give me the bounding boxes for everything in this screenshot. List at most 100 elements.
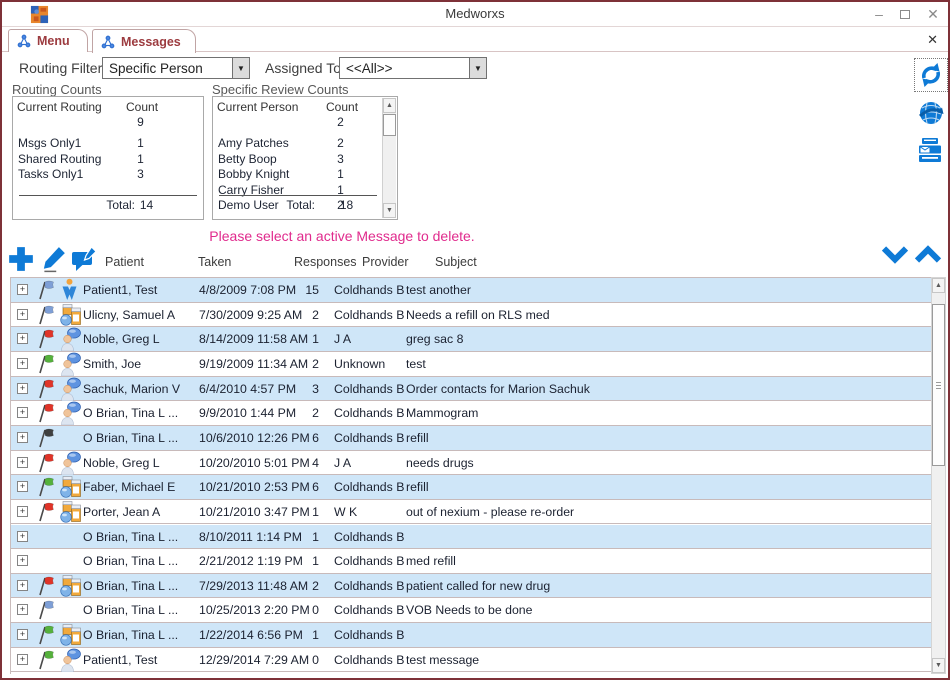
messages-scrollbar[interactable]: ▲ ▼ — [931, 277, 946, 674]
routing-count-name: Msgs Only1 — [18, 136, 82, 150]
message-row[interactable]: + Smith, Joe 9/19/2009 11:34 AM 2 Unknow… — [11, 351, 935, 377]
message-row[interactable]: + O Brian, Tina L ... 9/9/2010 1:44 PM 2… — [11, 401, 935, 426]
flag-green-icon — [35, 476, 57, 498]
expand-row-button[interactable]: + — [17, 505, 28, 517]
review-counts-list[interactable]: Current Person Count 2 Amy Patches 2 Betty … — [212, 96, 398, 220]
taken-cell: 6/4/2010 4:57 PM — [199, 381, 297, 396]
responses-cell: 1 — [312, 504, 319, 519]
scroll-down-icon[interactable]: ▼ — [383, 203, 396, 218]
send-external-button[interactable] — [917, 99, 945, 127]
routing-count-row[interactable]: Tasks Only1 3 — [13, 166, 203, 182]
message-row[interactable]: + Patient1, Test 12/29/2014 7:29 AM 0 Co… — [11, 647, 935, 673]
expand-row-button[interactable]: + — [17, 407, 28, 419]
expand-row-button[interactable]: + — [17, 333, 28, 345]
molecule-icon — [17, 34, 31, 48]
patient-cell: Patient1, Test — [83, 652, 158, 667]
tab-menu[interactable]: Menu — [8, 29, 88, 52]
responses-cell: 0 — [312, 603, 319, 618]
message-row[interactable]: + Noble, Greg L 8/14/2009 11:58 AM 1 J A… — [11, 327, 935, 352]
flag-green-icon — [35, 624, 57, 646]
message-row[interactable]: + O Brian, Tina L ... 10/25/2013 2:20 PM… — [11, 598, 935, 624]
review-count-row[interactable]: Betty Boop 3 — [213, 151, 382, 167]
patient-chat-icon — [59, 327, 83, 352]
refresh-button[interactable] — [914, 58, 948, 92]
scroll-up-icon[interactable]: ▲ — [932, 278, 945, 293]
patient-cell: Noble, Greg L — [83, 332, 160, 347]
message-row[interactable]: + O Brian, Tina L ... 8/10/2011 1:14 PM 1… — [11, 524, 935, 550]
provider-cell: Coldhands B — [334, 381, 405, 396]
maximize-button[interactable] — [892, 3, 918, 25]
expand-row-button[interactable]: + — [17, 382, 28, 394]
expand-row-button[interactable]: + — [17, 357, 28, 369]
scrollbar-thumb[interactable] — [383, 114, 396, 136]
assigned-to-select[interactable]: <<All>> ▼ — [339, 57, 487, 79]
scroll-up-icon[interactable]: ▲ — [383, 98, 396, 113]
expand-row-button[interactable]: + — [17, 579, 28, 591]
expand-row-button[interactable]: + — [17, 431, 28, 443]
patient-chat-icon — [59, 352, 83, 376]
message-row[interactable]: + Porter, Jean A 10/21/2010 3:47 PM 1 W … — [11, 499, 935, 525]
chevron-down-icon[interactable]: ▼ — [469, 58, 486, 78]
review-count-row[interactable]: Demo User 2 — [213, 197, 382, 213]
provider-cell: Coldhands B — [334, 578, 405, 593]
routing-count-row[interactable]: Shared Routing 1 — [13, 151, 203, 167]
taken-cell: 8/14/2009 11:58 AM — [199, 332, 309, 347]
expand-row-button[interactable]: + — [17, 604, 28, 616]
routing-filter-value: Specific Person — [109, 60, 203, 76]
expand-row-button[interactable]: + — [17, 555, 28, 567]
respond-message-button[interactable] — [70, 246, 100, 274]
fax-print-button[interactable] — [915, 135, 945, 165]
patient-cell: Patient1, Test — [83, 283, 158, 297]
close-button[interactable]: ✕ — [927, 6, 939, 22]
message-row[interactable]: + Sachuk, Marion V 6/4/2010 4:57 PM 3 Co… — [11, 376, 935, 402]
printer-icon — [919, 138, 941, 162]
routing-count-row[interactable]: Msgs Only1 1 — [13, 135, 203, 151]
patient-cell: Smith, Joe — [83, 356, 142, 371]
routing-count-name: Tasks Only1 — [18, 167, 84, 181]
app-logo-icon — [30, 5, 49, 24]
minimize-button[interactable]: – — [875, 6, 883, 22]
routing-count-row[interactable]: 9 — [13, 114, 203, 135]
routing-count-count: 1 — [137, 151, 144, 166]
provider-cell: Coldhands B — [334, 652, 405, 667]
message-row[interactable]: + O Brian, Tina L ... 10/6/2010 12:26 PM… — [11, 425, 935, 451]
message-row[interactable]: + Noble, Greg L 10/20/2010 5:01 PM 4 J A… — [11, 450, 935, 476]
expand-row-button[interactable]: + — [17, 629, 28, 641]
expand-row-button[interactable]: + — [17, 653, 28, 665]
title-bar: Medworxs – ✕ — [2, 2, 948, 27]
review-count-row[interactable]: Bobby Knight 1 — [213, 166, 382, 182]
add-message-button[interactable] — [7, 245, 35, 273]
flag-red-icon — [35, 378, 57, 400]
responses-cell: 2 — [312, 578, 319, 593]
review-count-row[interactable]: 2 — [213, 114, 382, 135]
tab-messages[interactable]: Messages — [92, 29, 196, 53]
move-down-button[interactable] — [880, 244, 910, 265]
review-count-row[interactable]: Amy Patches 2 — [213, 135, 382, 151]
routing-filter-select[interactable]: Specific Person ▼ — [102, 57, 250, 79]
expand-row-button[interactable]: + — [17, 530, 28, 542]
close-tab-icon[interactable]: ✕ — [927, 32, 938, 47]
review-counts-scrollbar[interactable]: ▲ ▼ — [382, 98, 396, 218]
message-row[interactable]: + O Brian, Tina L ... 7/29/2013 11:48 AM… — [11, 573, 935, 599]
expand-row-button[interactable]: + — [17, 481, 28, 493]
subject-cell: patient called for new drug — [406, 578, 551, 593]
message-row[interactable]: + O Brian, Tina L ... 1/22/2014 6:56 PM … — [11, 623, 935, 648]
message-row[interactable]: + Ulicny, Samuel A 7/30/2009 9:25 AM 2 C… — [11, 302, 935, 328]
message-row[interactable]: + Patient1, Test 4/8/2009 7:08 PM 15 Col… — [11, 278, 935, 303]
message-row[interactable]: + O Brian, Tina L ... 2/21/2012 1:19 PM 1… — [11, 549, 935, 574]
edit-message-button[interactable] — [39, 245, 67, 273]
flag-red-icon — [35, 501, 57, 523]
move-up-button[interactable] — [913, 244, 943, 265]
review-count-row[interactable]: Carry Fisher 1 — [213, 182, 382, 198]
message-row[interactable]: + Faber, Michael E 10/21/2010 2:53 PM 6 … — [11, 475, 935, 500]
expand-row-button[interactable]: + — [17, 456, 28, 468]
col-responses: Responses — [294, 255, 357, 269]
routing-counts-list[interactable]: Current Routing Count 9 Msgs Only1 1 Shared… — [12, 96, 204, 220]
col-provider: Provider — [362, 255, 409, 269]
chevron-down-icon[interactable]: ▼ — [232, 58, 249, 78]
scroll-down-icon[interactable]: ▼ — [932, 658, 945, 673]
expand-row-button[interactable]: + — [17, 308, 28, 320]
scrollbar-thumb[interactable] — [932, 304, 945, 466]
expand-row-button[interactable]: + — [17, 284, 28, 295]
responses-cell: 1 — [312, 554, 319, 569]
